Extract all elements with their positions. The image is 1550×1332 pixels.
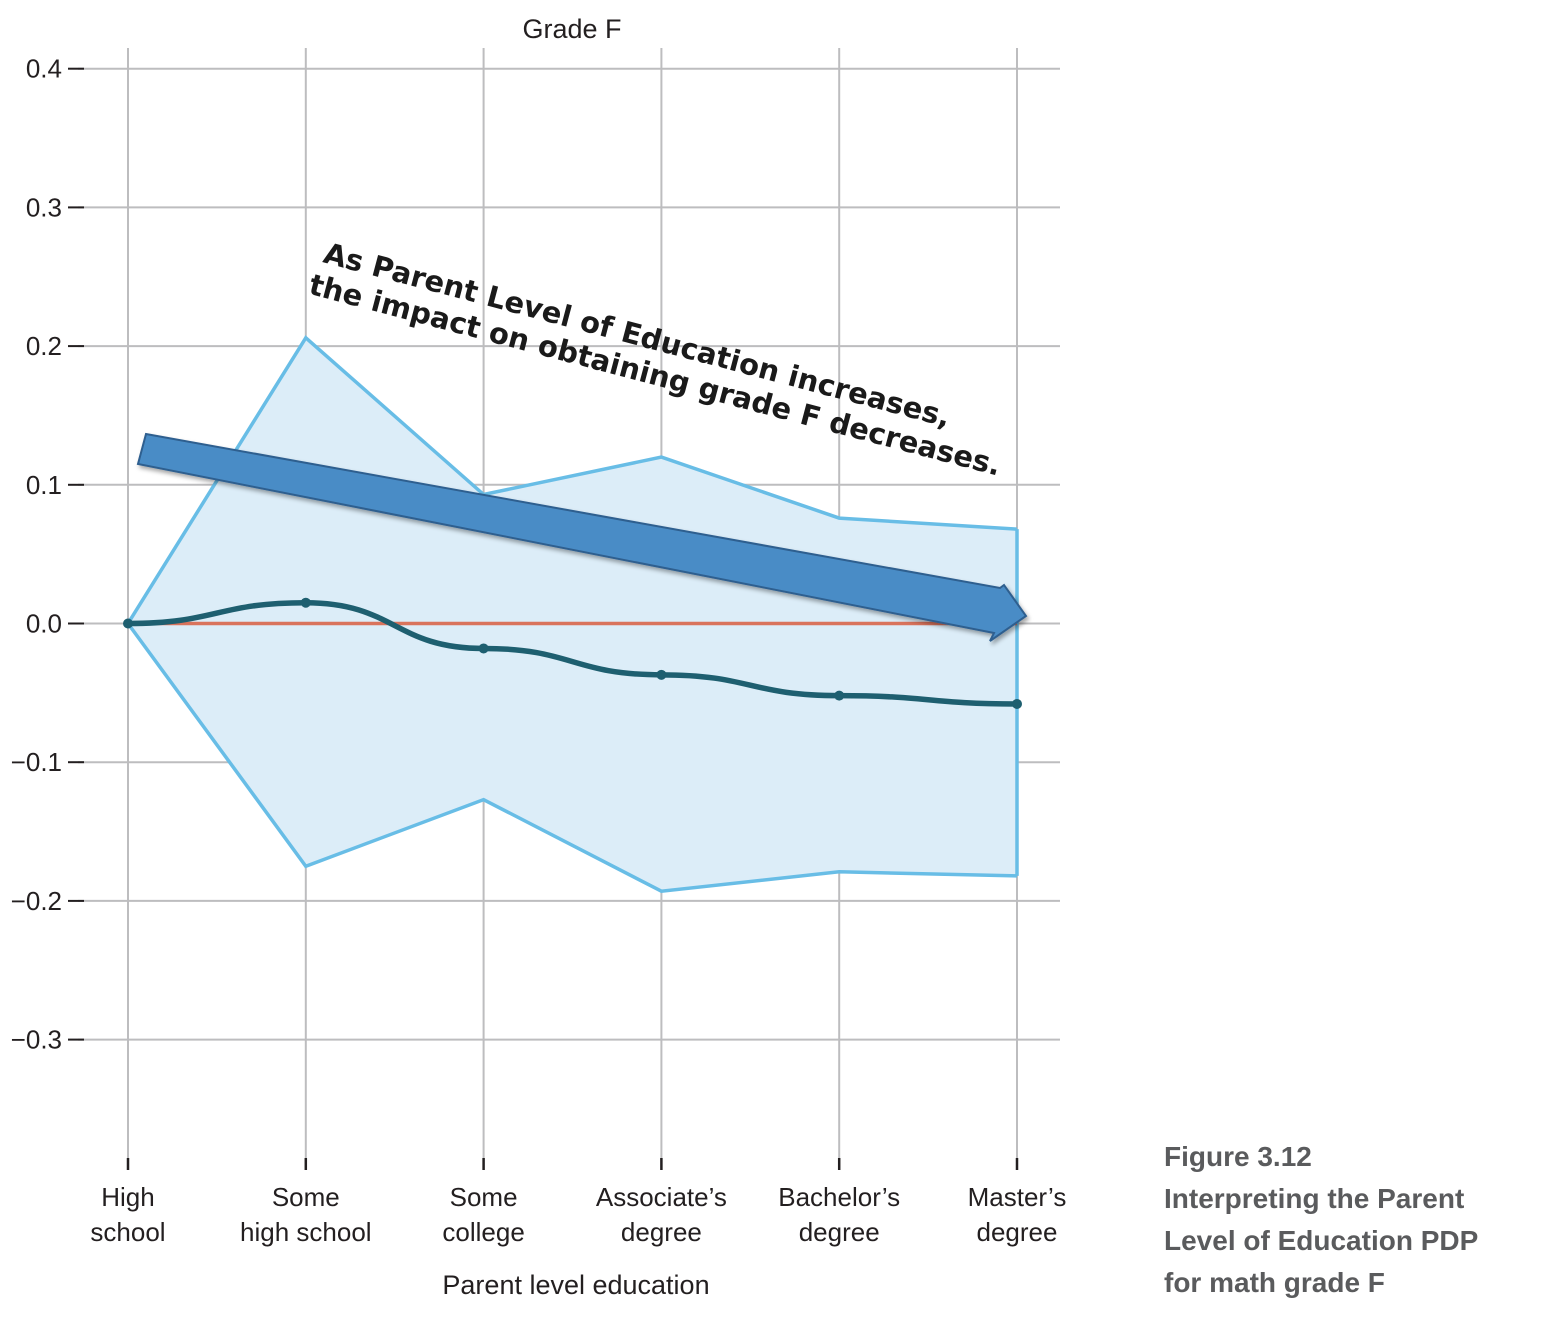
x-tick-label: Some high school	[240, 1182, 372, 1247]
x-axis: High school Some high school Some college Asso…	[90, 1158, 1066, 1247]
y-tick-label: 0.1	[26, 470, 62, 500]
series-point	[123, 618, 133, 629]
y-tick-label: 0.3	[26, 192, 62, 222]
x-tick-label: High school	[90, 1182, 165, 1247]
x-tick-label: Bachelor’s degree	[778, 1182, 900, 1247]
series-point	[1012, 698, 1022, 709]
band-upper-line	[126, 335, 1018, 625]
series-point	[300, 597, 311, 608]
x-tick-label: Master’s degree	[968, 1182, 1067, 1247]
x-tick-label: Associate’s degree	[596, 1182, 727, 1247]
series-point	[478, 643, 489, 654]
caption-line-3: Level of Education PDP	[1164, 1225, 1479, 1256]
series-point	[834, 690, 845, 701]
y-tick-label: 0.4	[26, 54, 62, 84]
pdp-series	[123, 597, 1022, 709]
figure-caption: Figure 3.12 Interpreting the Parent Leve…	[1164, 1136, 1544, 1304]
series-line	[125, 599, 1020, 707]
y-axis: 0.4 0.3 0.2 0.1 0.0 −0.1 −0.2 −0.3	[11, 54, 84, 1055]
series-point	[656, 669, 667, 680]
caption-line-4: for math grade F	[1164, 1267, 1385, 1298]
caption-line-1: Figure 3.12	[1164, 1141, 1312, 1172]
band-lower-line	[126, 622, 1018, 893]
y-tick-label: −0.1	[11, 747, 62, 777]
caption-line-2: Interpreting the Parent	[1164, 1183, 1465, 1214]
trend-arrow	[136, 432, 1028, 642]
x-axis-title: Parent level education	[442, 1270, 709, 1300]
annotation-line-1: As Parent Level of Education increases,	[320, 236, 954, 434]
y-tick-label: −0.2	[11, 886, 62, 916]
y-tick-label: −0.3	[11, 1025, 62, 1055]
x-tick-label: Some college	[442, 1182, 524, 1247]
y-tick-label: 0.0	[26, 609, 62, 639]
y-tick-label: 0.2	[26, 331, 62, 361]
chart-title: Grade F	[522, 14, 621, 44]
